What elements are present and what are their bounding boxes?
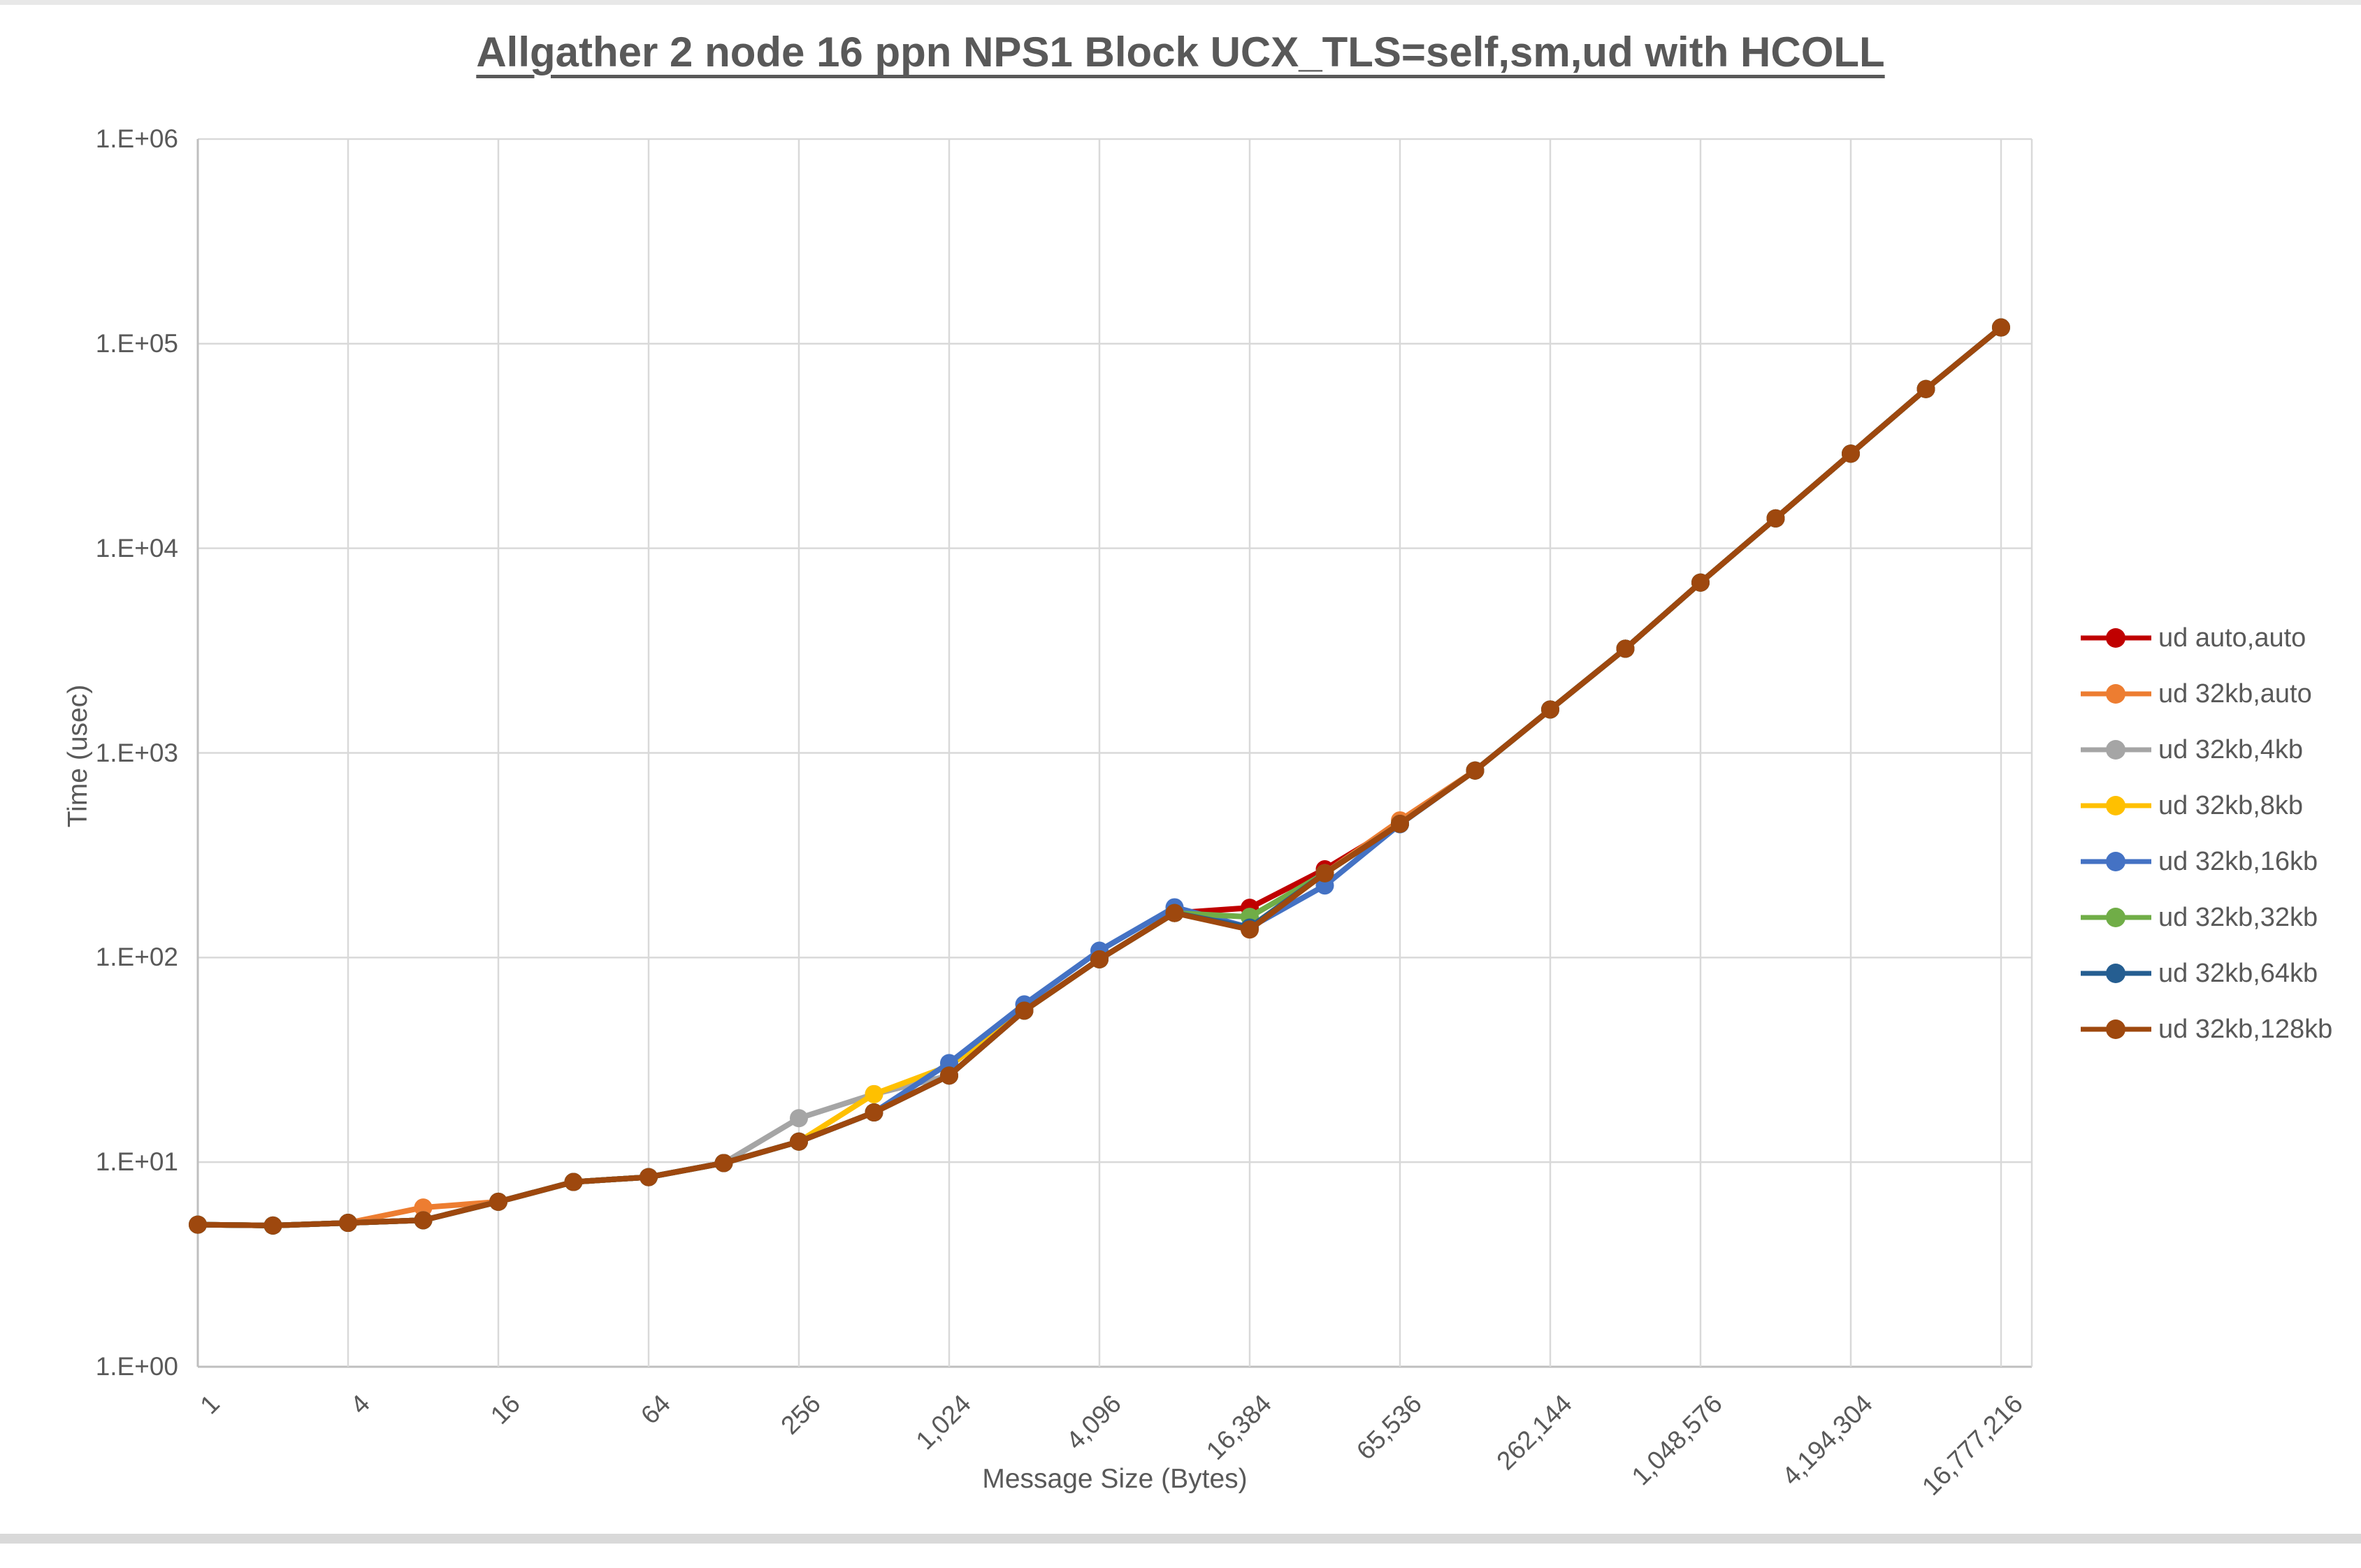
legend-marker-icon (2081, 1019, 2151, 1039)
series-marker-ud-32kb-128kb (339, 1214, 357, 1233)
legend-marker-icon (2081, 740, 2151, 760)
y-tick-label: 1.E+03 (95, 738, 178, 767)
legend-item-ud-32kb-128kb: ud 32kb,128kb (2079, 1001, 2332, 1057)
series-marker-ud-32kb-128kb (714, 1154, 733, 1173)
legend-item-ud-32kb-8kb: ud 32kb,8kb (2079, 778, 2332, 834)
series-marker-ud-32kb-auto (414, 1198, 433, 1217)
series-marker-ud-32kb-128kb (1916, 379, 1935, 398)
series-marker-ud-32kb-128kb (940, 1066, 958, 1085)
window-top-edge (0, 0, 2361, 5)
legend-marker-icon (2081, 796, 2151, 815)
legend-item-ud-32kb-64kb: ud 32kb,64kb (2079, 945, 2332, 1001)
legend: ud auto,auto ud 32kb,auto ud 32kb,4kb ud 32… (2079, 610, 2332, 1057)
y-tick-label: 1.E+00 (95, 1352, 178, 1381)
legend-label: ud 32kb,128kb (2158, 1014, 2333, 1044)
x-axis-title: Message Size (Bytes) (982, 1464, 1248, 1494)
legend-item-ud-32kb-auto: ud 32kb,auto (2079, 666, 2332, 722)
series-marker-ud-32kb-128kb (1165, 903, 1184, 922)
series-marker-ud-32kb-128kb (414, 1211, 433, 1230)
legend-label: ud 32kb,8kb (2158, 790, 2304, 820)
series-marker-ud-32kb-128kb (1466, 761, 1485, 780)
series-marker-ud-32kb-128kb (1090, 950, 1109, 968)
legend-label: ud 32kb,16kb (2158, 846, 2318, 876)
legend-label: ud 32kb,auto (2158, 678, 2312, 709)
series-marker-ud-32kb-128kb (865, 1103, 883, 1121)
legend-marker-icon (2081, 628, 2151, 648)
legend-marker-icon (2081, 908, 2151, 927)
y-tick-label: 1.E+06 (95, 124, 178, 153)
y-axis-title: Time (usec) (63, 684, 93, 828)
series-marker-ud-32kb-128kb (489, 1192, 507, 1211)
legend-item-ud-32kb-4kb: ud 32kb,4kb (2079, 722, 2332, 778)
window-bottom-edge (0, 1534, 2361, 1544)
series-marker-ud-32kb-128kb (263, 1216, 282, 1235)
legend-item-ud-32kb-32kb: ud 32kb,32kb (2079, 890, 2332, 945)
legend-label: ud auto,auto (2158, 623, 2306, 653)
legend-label: ud 32kb,32kb (2158, 902, 2318, 932)
series-marker-ud-32kb-128kb (1241, 920, 1259, 939)
y-tick-label: 1.E+02 (95, 943, 178, 972)
series-marker-ud-32kb-128kb (1691, 573, 1710, 592)
series-marker-ud-32kb-128kb (1315, 864, 1334, 883)
legend-marker-icon (2081, 852, 2151, 871)
y-tick-label: 1.E+05 (95, 328, 178, 358)
series-marker-ud-32kb-128kb (1015, 1001, 1034, 1020)
series-marker-ud-32kb-128kb (564, 1173, 583, 1191)
series-marker-ud-32kb-128kb (1616, 639, 1635, 658)
legend-label: ud 32kb,4kb (2158, 734, 2304, 764)
legend-item-ud-32kb-16kb: ud 32kb,16kb (2079, 834, 2332, 890)
series-marker-ud-32kb-128kb (1391, 815, 1409, 834)
series-marker-ud-32kb-4kb (790, 1109, 808, 1128)
series-marker-ud-32kb-128kb (1992, 318, 2010, 337)
legend-item-ud-auto-auto: ud auto,auto (2079, 610, 2332, 666)
series-marker-ud-32kb-128kb (189, 1215, 207, 1234)
series-marker-ud-32kb-128kb (1842, 444, 1860, 463)
series-marker-ud-32kb-128kb (790, 1132, 808, 1151)
legend-marker-icon (2081, 684, 2151, 704)
series-marker-ud-32kb-8kb (865, 1084, 883, 1103)
legend-label: ud 32kb,64kb (2158, 958, 2318, 988)
series-marker-ud-32kb-128kb (1541, 700, 1559, 719)
chart-title: Allgather 2 node 16 ppn NPS1 Block UCX_T… (476, 29, 1885, 75)
series-marker-ud-32kb-128kb (1766, 509, 1785, 528)
y-tick-label: 1.E+01 (95, 1147, 178, 1177)
y-tick-label: 1.E+04 (95, 533, 178, 562)
legend-marker-icon (2081, 964, 2151, 983)
series-marker-ud-32kb-16kb (940, 1054, 958, 1073)
series-marker-ud-32kb-128kb (640, 1168, 658, 1186)
